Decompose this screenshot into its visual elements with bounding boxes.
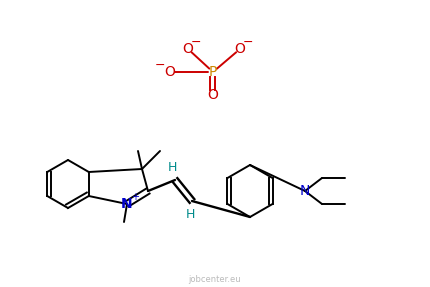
Text: −: − — [190, 36, 201, 49]
Text: O: O — [234, 42, 245, 56]
Text: H: H — [167, 160, 176, 174]
Text: −: − — [154, 59, 165, 71]
Text: N: N — [121, 197, 132, 211]
Text: N: N — [299, 184, 310, 198]
Text: jobcenter.eu: jobcenter.eu — [188, 274, 241, 284]
Text: O: O — [164, 65, 175, 79]
Text: +: + — [131, 192, 139, 202]
Text: H: H — [185, 208, 194, 220]
Text: O: O — [182, 42, 193, 56]
Text: −: − — [242, 36, 253, 49]
Text: O: O — [207, 88, 218, 102]
Text: P: P — [208, 65, 217, 79]
